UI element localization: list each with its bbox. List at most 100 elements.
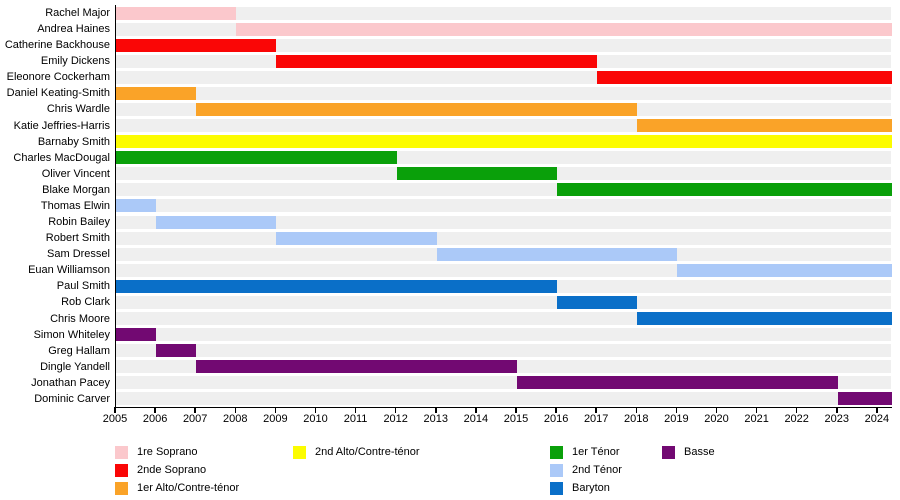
x-axis-tick bbox=[354, 408, 357, 413]
legend-label: 2nd Ténor bbox=[572, 464, 622, 476]
tenure-bar bbox=[637, 119, 892, 133]
x-axis-tick bbox=[194, 408, 196, 413]
x-axis-tick bbox=[595, 408, 597, 413]
timeline-row bbox=[116, 21, 892, 37]
timeline-row bbox=[116, 182, 892, 198]
tenure-bar bbox=[196, 102, 638, 116]
row-track bbox=[116, 295, 891, 309]
timeline-row bbox=[116, 53, 891, 69]
member-name: Charles MacDougal bbox=[13, 151, 110, 164]
legend-label: 1er Ténor bbox=[572, 446, 620, 458]
timeline-row bbox=[116, 343, 891, 359]
row-track bbox=[116, 199, 891, 213]
row-track bbox=[116, 344, 891, 358]
timeline-row bbox=[116, 134, 892, 150]
member-name: Dingle Yandell bbox=[40, 360, 110, 373]
timeline-row bbox=[116, 85, 891, 101]
x-axis-tick bbox=[314, 408, 317, 413]
row-track bbox=[116, 392, 891, 406]
x-axis-tick bbox=[154, 408, 156, 413]
x-axis-tick-label: 2018 bbox=[624, 413, 649, 425]
row-track bbox=[116, 231, 891, 245]
x-axis-tick-label: 2014 bbox=[463, 413, 489, 425]
legend-label: 2nde Soprano bbox=[137, 464, 207, 476]
timeline-row bbox=[116, 278, 891, 294]
x-axis-tick-label: 2024 bbox=[864, 413, 890, 425]
tenure-bar bbox=[196, 360, 517, 374]
tenure-bar bbox=[276, 231, 437, 245]
x-axis-tick bbox=[675, 408, 678, 413]
tenure-bar bbox=[156, 215, 277, 229]
timeline-row bbox=[116, 230, 891, 246]
member-name: Oliver Vincent bbox=[41, 167, 110, 180]
tenure-bar bbox=[116, 151, 397, 165]
x-axis-tick-label: 2007 bbox=[182, 413, 208, 425]
timeline-row bbox=[116, 311, 892, 327]
member-name: Catherine Backhouse bbox=[4, 39, 110, 52]
x-axis-tick bbox=[715, 408, 718, 413]
member-name: Thomas Elwin bbox=[40, 199, 110, 212]
member-name: Blake Morgan bbox=[42, 183, 110, 196]
member-name: Euan Williamson bbox=[28, 264, 110, 277]
tenure-bar bbox=[557, 295, 638, 309]
member-name: Sam Dressel bbox=[47, 248, 110, 261]
row-track bbox=[116, 6, 891, 20]
tenure-bar bbox=[276, 54, 598, 68]
legend-swatch bbox=[550, 464, 563, 477]
timeline-row bbox=[116, 150, 891, 166]
timeline-row bbox=[116, 246, 891, 262]
legend-label: Baryton bbox=[572, 482, 610, 494]
x-axis-tick-label: 2022 bbox=[784, 413, 809, 425]
x-axis-tick bbox=[755, 408, 758, 413]
tenure-bar bbox=[116, 328, 157, 342]
tenure-bar bbox=[637, 312, 892, 326]
x-axis-tick-label: 2005 bbox=[102, 413, 128, 425]
member-name: Chris Wardle bbox=[46, 103, 110, 116]
legend-label: 1re Soprano bbox=[137, 446, 198, 458]
legend-swatch bbox=[662, 446, 675, 459]
legend-label: 2nd Alto/Contre-ténor bbox=[315, 446, 420, 458]
x-axis-tick-label: 2017 bbox=[583, 413, 609, 425]
legend-swatch bbox=[115, 482, 128, 495]
plot-area bbox=[115, 5, 892, 407]
x-axis-tick bbox=[635, 408, 638, 413]
x-axis-tick-label: 2020 bbox=[704, 413, 729, 425]
member-name: Paul Smith bbox=[56, 280, 110, 293]
x-axis-tick bbox=[836, 408, 838, 413]
x-axis-tick-label: 2010 bbox=[303, 413, 328, 425]
member-name: Robert Smith bbox=[45, 232, 110, 245]
x-axis-tick bbox=[515, 408, 517, 413]
member-name: Daniel Keating-Smith bbox=[6, 87, 110, 100]
timeline-row bbox=[116, 214, 891, 230]
member-name: Dominic Carver bbox=[34, 392, 110, 405]
y-axis-member-names: Rachel Major Andrea Haines Catherine Backh… bbox=[0, 5, 110, 407]
x-axis-tick-label: 2013 bbox=[423, 413, 449, 425]
timeline-row bbox=[116, 327, 891, 343]
timeline-row bbox=[116, 359, 891, 375]
tenure-bar bbox=[116, 199, 157, 213]
x-axis-tick-label: 2016 bbox=[543, 413, 569, 425]
x-axis-tick-label: 2009 bbox=[263, 413, 288, 425]
legend-swatch bbox=[550, 482, 563, 495]
x-axis-tick-label: 2019 bbox=[664, 413, 689, 425]
member-name: Rachel Major bbox=[45, 7, 110, 19]
tenure-bar bbox=[396, 167, 558, 181]
tenure-bar bbox=[116, 135, 892, 149]
x-axis-tick-label: 2012 bbox=[383, 413, 408, 425]
timeline-row bbox=[116, 391, 892, 407]
timeline-row bbox=[116, 37, 891, 53]
x-axis-tick-label: 2011 bbox=[343, 413, 368, 425]
tenure-bar bbox=[597, 70, 892, 84]
timeline-row bbox=[116, 198, 891, 214]
member-name: Simon Whiteley bbox=[33, 328, 110, 341]
legend-swatch bbox=[115, 464, 128, 477]
member-name: Andrea Haines bbox=[37, 23, 110, 36]
tenure-bar bbox=[236, 22, 892, 36]
member-name: Greg Hallam bbox=[48, 344, 110, 357]
row-track bbox=[116, 215, 891, 229]
legend-label: 1er Alto/Contre-ténor bbox=[137, 482, 240, 494]
legend-swatch bbox=[293, 446, 306, 459]
legend-label: Basse bbox=[684, 446, 715, 458]
timeline-row bbox=[116, 118, 892, 134]
member-name: Eleonore Cockerham bbox=[6, 71, 110, 84]
